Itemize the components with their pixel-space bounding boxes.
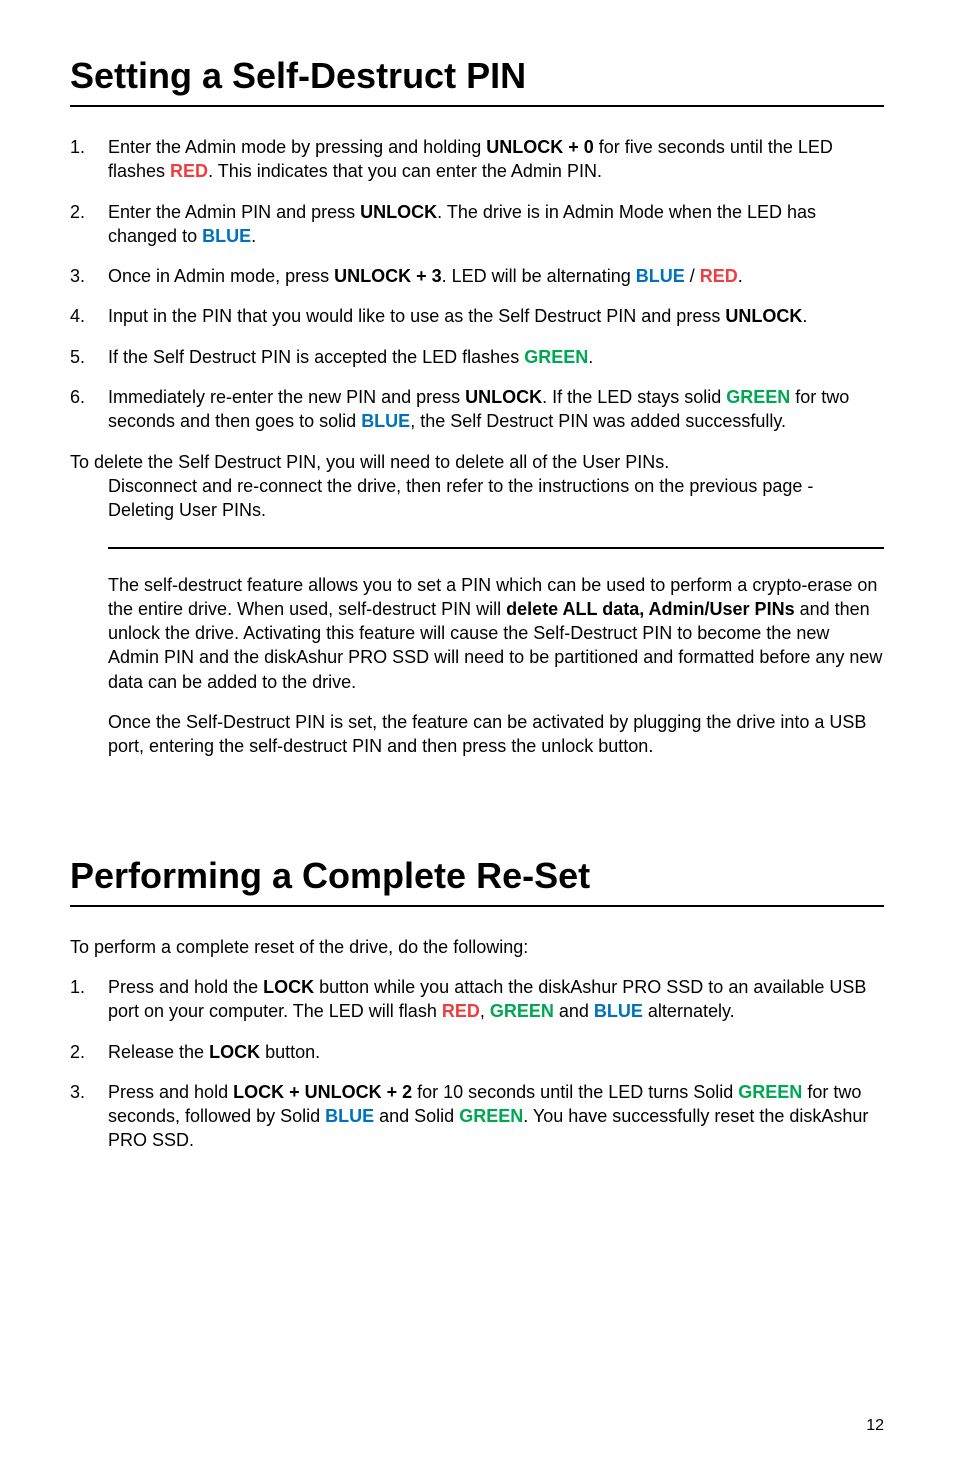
red-text: RED [170, 161, 208, 181]
page-number: 12 [866, 1417, 884, 1435]
step-number: 6. [70, 385, 108, 434]
blue-text: BLUE [594, 1001, 643, 1021]
divider [108, 547, 884, 549]
self-destruct-step: 2.Enter the Admin PIN and press UNLOCK. … [70, 200, 884, 249]
green-text: GREEN [738, 1082, 802, 1102]
self-destruct-step: 6.Immediately re-enter the new PIN and p… [70, 385, 884, 434]
step-number: 4. [70, 304, 108, 328]
delete-note-rest: Disconnect and re-connect the drive, the… [108, 474, 884, 523]
self-destruct-step: 4.Input in the PIN that you would like t… [70, 304, 884, 328]
delete-note-lead: To delete the Self Destruct PIN, you wil… [70, 452, 669, 472]
blue-text: BLUE [202, 226, 251, 246]
step-number: 5. [70, 345, 108, 369]
step-body: If the Self Destruct PIN is accepted the… [108, 345, 884, 369]
self-destruct-step: 3.Once in Admin mode, press UNLOCK + 3. … [70, 264, 884, 288]
step-body: Once in Admin mode, press UNLOCK + 3. LE… [108, 264, 884, 288]
step-body: Release the LOCK button. [108, 1040, 884, 1064]
step-number: 1. [70, 135, 108, 184]
step-number: 1. [70, 975, 108, 1024]
red-text: RED [442, 1001, 480, 1021]
reset-step: 1.Press and hold the LOCK button while y… [70, 975, 884, 1024]
self-destruct-step: 5.If the Self Destruct PIN is accepted t… [70, 345, 884, 369]
green-text: GREEN [524, 347, 588, 367]
reset-step: 2.Release the LOCK button. [70, 1040, 884, 1064]
reset-intro: To perform a complete reset of the drive… [70, 935, 884, 959]
self-destruct-info-1: The self-destruct feature allows you to … [108, 573, 884, 694]
step-body: Immediately re-enter the new PIN and pre… [108, 385, 884, 434]
step-number: 3. [70, 264, 108, 288]
step-body: Enter the Admin PIN and press UNLOCK. Th… [108, 200, 884, 249]
self-destruct-info-2: Once the Self-Destruct PIN is set, the f… [108, 710, 884, 759]
reset-step: 3.Press and hold LOCK + UNLOCK + 2 for 1… [70, 1080, 884, 1153]
green-text: GREEN [459, 1106, 523, 1126]
green-text: GREEN [490, 1001, 554, 1021]
blue-text: BLUE [636, 266, 685, 286]
step-body: Input in the PIN that you would like to … [108, 304, 884, 328]
blue-text: BLUE [361, 411, 410, 431]
step-body: Press and hold the LOCK button while you… [108, 975, 884, 1024]
red-text: RED [700, 266, 738, 286]
step-number: 2. [70, 200, 108, 249]
blue-text: BLUE [325, 1106, 374, 1126]
self-destruct-step: 1.Enter the Admin mode by pressing and h… [70, 135, 884, 184]
section-title-self-destruct: Setting a Self-Destruct PIN [70, 55, 884, 107]
section-title-reset: Performing a Complete Re-Set [70, 855, 884, 907]
step-body: Enter the Admin mode by pressing and hol… [108, 135, 884, 184]
step-number: 2. [70, 1040, 108, 1064]
delete-note: To delete the Self Destruct PIN, you wil… [70, 450, 884, 523]
green-text: GREEN [726, 387, 790, 407]
step-body: Press and hold LOCK + UNLOCK + 2 for 10 … [108, 1080, 884, 1153]
step-number: 3. [70, 1080, 108, 1153]
